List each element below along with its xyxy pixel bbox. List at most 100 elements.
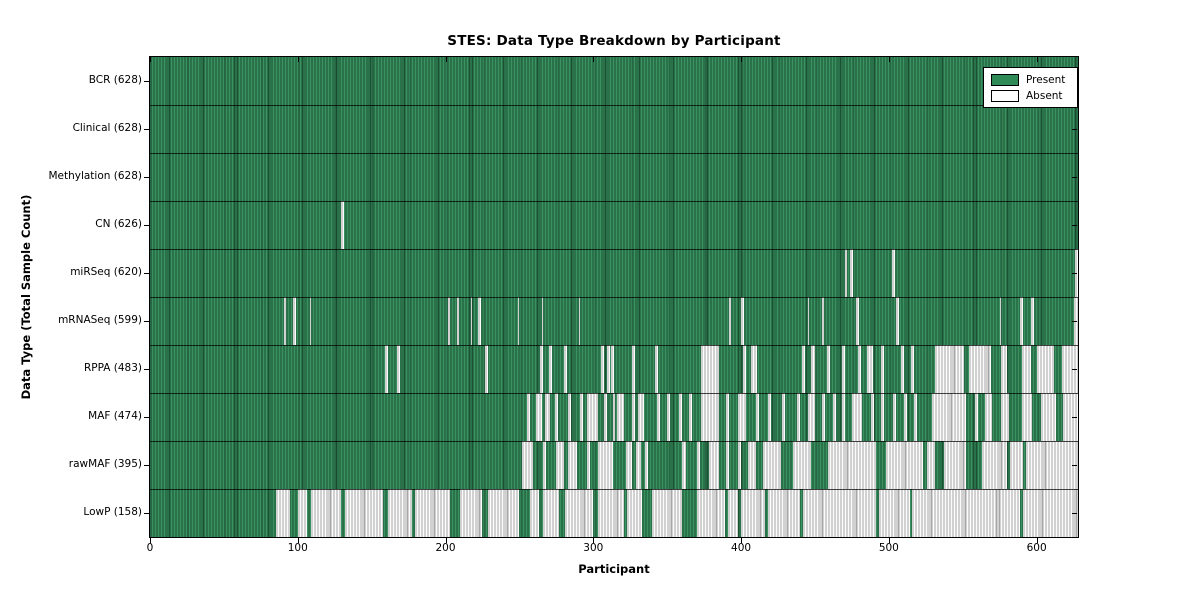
y-tick-mark: [1072, 417, 1077, 418]
row-maf: [150, 393, 1078, 441]
absent-segment: [981, 441, 1008, 489]
row-bcr: [150, 57, 1078, 105]
absent-segment: [696, 489, 725, 537]
y-tick-mark: [144, 273, 149, 274]
absent-segment: [1041, 393, 1056, 441]
y-tick-label: rawMAF (395): [68, 458, 142, 470]
absent-segment: [540, 345, 544, 393]
y-tick-mark: [144, 369, 149, 370]
absent-segment: [767, 393, 771, 441]
absent-segment: [999, 297, 1002, 345]
row-cn: [150, 201, 1078, 249]
legend: Present Absent: [983, 67, 1078, 108]
x-tick-label: 400: [731, 542, 752, 554]
absent-segment: [448, 297, 450, 345]
absent-segment: [1010, 441, 1024, 489]
absent-segment: [726, 441, 730, 489]
absent-segment: [1026, 441, 1078, 489]
absent-segment: [701, 393, 719, 441]
x-tick-label: 200: [435, 542, 456, 554]
absent-segment: [470, 297, 473, 345]
y-tick-mark: [1072, 225, 1077, 226]
absent-segment: [943, 441, 966, 489]
absent-segment: [526, 393, 530, 441]
row-separator: [150, 105, 1078, 106]
absent-segment: [587, 441, 591, 489]
row-methylation: [150, 153, 1078, 201]
absent-segment: [311, 489, 341, 537]
absent-segment: [603, 393, 607, 441]
absent-segment: [984, 393, 993, 441]
absent-segment: [414, 489, 450, 537]
absent-segment: [606, 345, 610, 393]
absent-segment: [767, 489, 801, 537]
absent-segment: [637, 393, 644, 441]
absent-segment: [625, 441, 632, 489]
absent-segment: [616, 393, 625, 441]
x-tick-mark: [1036, 538, 1038, 543]
absent-segment: [457, 297, 459, 345]
absent-segment: [384, 345, 388, 393]
x-tick-mark: [741, 57, 743, 62]
y-tick-mark: [144, 513, 149, 514]
y-tick-label: LowP (158): [83, 506, 142, 518]
absent-segment: [729, 297, 731, 345]
absent-segment: [543, 441, 547, 489]
absent-segment: [871, 393, 875, 441]
absent-segment: [627, 489, 643, 537]
absent-segment: [556, 441, 564, 489]
absent-segment: [708, 441, 719, 489]
x-tick-mark: [297, 57, 299, 62]
absent-segment: [1061, 345, 1078, 393]
y-tick-mark: [1072, 177, 1077, 178]
row-separator: [150, 201, 1078, 202]
x-tick-label: 0: [146, 542, 154, 554]
y-tick-mark: [144, 129, 149, 130]
absent-segment: [810, 345, 815, 393]
y-tick-mark: [144, 417, 149, 418]
y-tick-mark: [144, 465, 149, 466]
absent-segment: [580, 393, 583, 441]
absent-segment: [841, 345, 845, 393]
absent-segment: [850, 249, 854, 297]
absent-segment: [900, 345, 904, 393]
absent-segment: [488, 489, 520, 537]
absent-segment: [340, 201, 344, 249]
absent-segment: [284, 297, 286, 345]
absent-segment: [801, 345, 805, 393]
x-tick-mark: [593, 538, 595, 543]
y-tick-mark: [144, 321, 149, 322]
absent-segment: [517, 297, 520, 345]
legend-entry-absent: Absent: [984, 88, 1077, 104]
x-tick-mark: [888, 57, 890, 62]
y-tick-label: MAF (474): [88, 410, 142, 422]
absent-segment: [857, 345, 861, 393]
absent-swatch-icon: [991, 90, 1019, 102]
absent-segment: [565, 489, 594, 537]
absent-segment: [738, 393, 746, 441]
absent-segment: [478, 297, 481, 345]
row-separator: [150, 441, 1078, 442]
absent-segment: [656, 393, 660, 441]
y-tick-mark: [144, 225, 149, 226]
absent-segment: [681, 441, 687, 489]
absent-segment: [563, 345, 567, 393]
x-tick-label: 600: [1026, 542, 1047, 554]
absent-segment: [631, 393, 635, 441]
row-clinical: [150, 105, 1078, 153]
absent-segment: [396, 345, 400, 393]
x-tick-mark: [1036, 57, 1038, 62]
y-tick-mark: [1072, 513, 1077, 514]
absent-segment: [554, 393, 558, 441]
absent-segment: [645, 441, 648, 489]
absent-segment: [1001, 393, 1009, 441]
row-separator: [150, 345, 1078, 346]
absent-segment: [1030, 297, 1034, 345]
absent-segment: [931, 393, 966, 441]
y-tick-mark: [1072, 273, 1077, 274]
absent-segment: [1063, 393, 1078, 441]
absent-segment: [828, 441, 876, 489]
absent-segment: [763, 441, 781, 489]
absent-segment: [597, 441, 613, 489]
